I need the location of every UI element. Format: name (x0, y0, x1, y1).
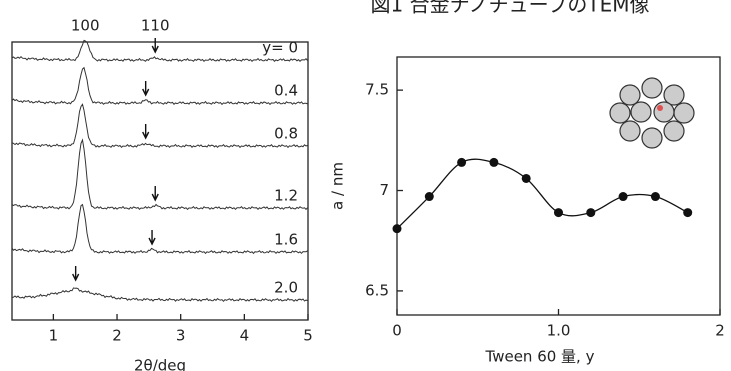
data-point (457, 158, 466, 167)
x-tick-label: 1.0 (547, 322, 571, 340)
series-label: 0.8 (274, 125, 298, 143)
x-axis-label: 2θ/deg (134, 357, 186, 371)
y-tick-label: 7 (379, 181, 389, 199)
series-label: 1.6 (274, 231, 298, 249)
data-point (586, 208, 595, 217)
arrow (73, 266, 79, 280)
curve (397, 159, 688, 228)
arrow (143, 124, 149, 138)
arrow (149, 230, 155, 244)
y-tick-label: 6.5 (365, 281, 389, 299)
xrd-trace (12, 140, 308, 209)
data-point (683, 208, 692, 217)
y-axis-label: a / nm (329, 162, 347, 210)
x-tick-label: 3 (176, 327, 186, 345)
data-point (522, 174, 531, 183)
data-point (651, 192, 660, 201)
series-label: y= 0 (262, 39, 298, 57)
xrd-trace (12, 205, 308, 254)
xrd-trace (12, 68, 308, 105)
data-point (554, 208, 563, 217)
x-tick-label: 0 (392, 322, 402, 340)
data-point (393, 224, 402, 233)
series-label: 1.2 (274, 187, 298, 205)
nanotube-icon (610, 78, 694, 148)
y-tick-label: 7.5 (365, 81, 389, 99)
data-point (489, 158, 498, 167)
figure-title: 図1 合金ナノチューブのTEM像 (371, 0, 650, 17)
x-tick-label: 5 (303, 327, 313, 345)
peak-label: 110 (141, 17, 170, 35)
x-tick-label: 4 (240, 327, 250, 345)
arrow (152, 186, 158, 200)
arrow (143, 81, 149, 95)
x-tick-label: 2 (715, 322, 725, 340)
x-axis-label: Tween 60 量, y (485, 348, 595, 366)
xrd-trace (12, 288, 308, 301)
peak-label: 100 (71, 17, 100, 35)
series-label: 0.4 (274, 82, 298, 100)
plot-frame (12, 42, 308, 320)
arrow (152, 38, 158, 52)
x-tick-label: 1 (49, 327, 59, 345)
figure: 図1 合金ナノチューブのTEM像 1 2 3 4 5 2θ/deg 100 110 y= 0 0.… (0, 0, 731, 371)
x-tick-label: 2 (112, 327, 122, 345)
data-point (619, 192, 628, 201)
series-label: 2.0 (274, 279, 298, 297)
data-point (425, 192, 434, 201)
xrd-trace (12, 104, 308, 147)
